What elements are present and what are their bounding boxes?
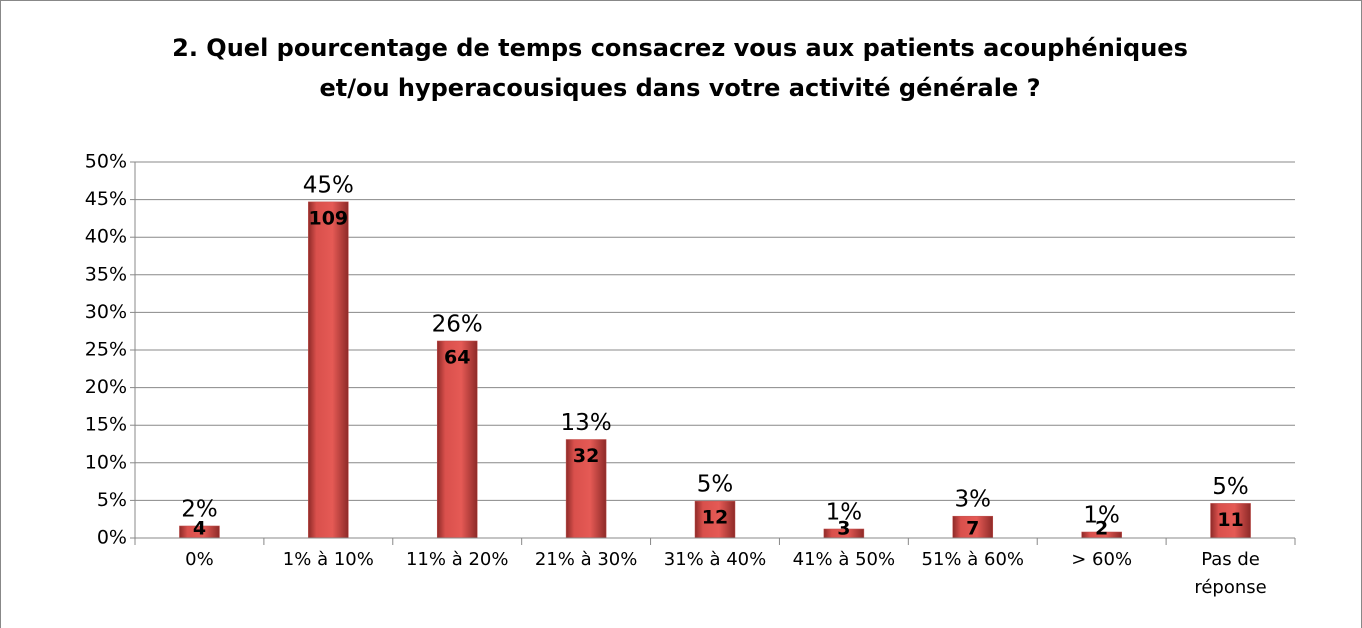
y-tick-label: 40%: [85, 226, 127, 248]
count-label: 64: [444, 346, 470, 368]
y-tick-label: 0%: [97, 527, 127, 549]
x-tick-label: 21% à 30%: [534, 549, 638, 570]
x-tick-label: 0%: [185, 549, 214, 570]
y-tick-label: 50%: [85, 151, 127, 173]
x-tick-label: > 60%: [1071, 549, 1133, 570]
y-tick-label: 25%: [85, 339, 127, 361]
bar: [565, 439, 607, 539]
y-tick-label: 45%: [85, 188, 127, 210]
count-label: 11: [1217, 509, 1243, 531]
x-tick-label: 51% à 60%: [921, 549, 1025, 570]
count-label: 32: [573, 445, 599, 467]
value-label: 45%: [303, 172, 354, 198]
count-label: 7: [966, 518, 979, 540]
x-tick-label: 41% à 50%: [792, 549, 896, 570]
value-label: 2%: [181, 496, 218, 522]
value-label: 13%: [561, 410, 612, 436]
chart-title: 2. Quel pourcentage de temps consacrez v…: [172, 34, 1188, 102]
value-label: 1%: [1083, 502, 1120, 528]
count-label: 2: [1095, 518, 1108, 540]
bar: [436, 340, 478, 539]
x-tick-label: Pas de réponse: [1194, 549, 1267, 598]
y-tick-label: 35%: [85, 263, 127, 285]
value-label: 5%: [697, 472, 734, 498]
count-label: 4: [193, 518, 206, 540]
value-label: 5%: [1212, 474, 1249, 500]
bar: [308, 201, 349, 539]
bar: [694, 500, 736, 539]
value-label: 3%: [955, 487, 992, 513]
value-label: 26%: [432, 311, 483, 337]
x-tick-label: 1% à 10%: [282, 549, 374, 570]
y-tick-label: 15%: [85, 414, 127, 436]
y-tick-label: 20%: [85, 376, 127, 398]
count-label: 109: [308, 207, 348, 229]
bar: [1210, 503, 1251, 539]
y-tick-label: 30%: [85, 301, 127, 323]
y-tick-label: 5%: [97, 489, 127, 511]
count-label: 3: [837, 518, 850, 540]
x-tick-label: 11% à 20%: [405, 549, 509, 570]
value-label: 1%: [826, 499, 863, 525]
count-label: 12: [702, 507, 728, 529]
y-tick-label: 10%: [85, 451, 127, 473]
x-tick-label: 31% à 40%: [663, 549, 767, 570]
